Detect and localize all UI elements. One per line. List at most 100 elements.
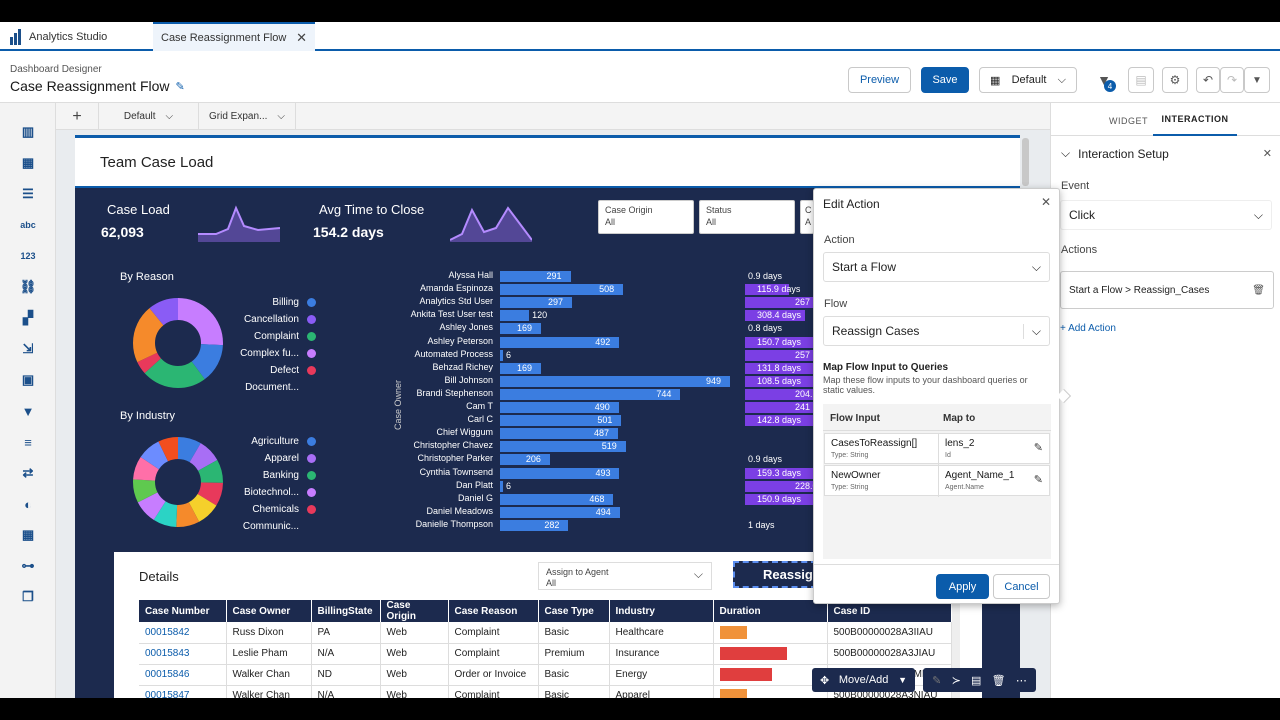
reason-donut-chart[interactable] [130, 295, 226, 391]
map-row[interactable]: NewOwner Type: String Agent_Name_1 Agent… [824, 465, 1050, 497]
duration-bar[interactable] [745, 297, 815, 309]
list-selector-icon[interactable]: ≡ [24, 434, 32, 450]
duration-bar[interactable] [745, 480, 815, 492]
interaction-setup-header[interactable]: ⌵ Interaction Setup [1061, 146, 1169, 161]
bar[interactable] [500, 506, 620, 518]
bar[interactable] [500, 415, 622, 427]
table-row[interactable]: 00015842 Russ Dixon PA Web Complaint Basic Hea… [139, 622, 952, 644]
date-icon[interactable]: ▦ [21, 527, 35, 542]
table-scrollbar[interactable] [952, 600, 960, 698]
close-icon[interactable]: ✕ [1262, 148, 1272, 160]
flow-select[interactable]: Reassign Cases ⌵ [823, 316, 1050, 346]
cancel-button[interactable]: Cancel [993, 574, 1050, 599]
filter-icon[interactable]: ▼ [21, 403, 35, 419]
close-icon[interactable]: ✕ [296, 29, 307, 45]
trash-icon[interactable]: 🗑 [1252, 284, 1265, 296]
preview-button[interactable]: Preview [848, 67, 911, 93]
apply-button[interactable]: Apply [936, 574, 989, 599]
duration-bar[interactable] [745, 375, 815, 387]
layout-tab-grid[interactable]: Grid Expan... ⌵ [199, 103, 296, 130]
bar[interactable] [500, 349, 503, 361]
bar-chart-icon[interactable]: ▥ [21, 124, 35, 139]
legend-item[interactable]: Cancellation [243, 314, 299, 325]
duration-bar[interactable] [745, 402, 815, 413]
bar[interactable] [500, 323, 541, 335]
legend-item[interactable]: Document... [245, 382, 299, 390]
column-header[interactable]: Case Number [139, 600, 227, 622]
pencil-icon[interactable]: ✎ [1033, 442, 1043, 454]
duration-bar[interactable] [745, 336, 815, 348]
bar[interactable] [500, 467, 620, 479]
legend-item[interactable]: Complex fu... [240, 348, 299, 359]
navigate-icon[interactable]: ⇲ [22, 341, 34, 356]
column-header[interactable]: Case Origin [380, 600, 449, 622]
image-icon[interactable]: ▣ [21, 372, 35, 387]
legend-item[interactable]: Banking [262, 470, 299, 481]
tab-interaction[interactable]: INTERACTION [1153, 103, 1237, 136]
duration-bar[interactable] [745, 467, 815, 479]
toggle-icon[interactable]: ◐ [24, 496, 32, 512]
bar[interactable] [500, 519, 569, 531]
save-button[interactable]: Save [921, 67, 969, 93]
column-header[interactable]: Duration [713, 600, 828, 622]
tab-widget[interactable]: WIDGET [1109, 116, 1148, 126]
more-icon[interactable]: ⋯ [1015, 674, 1027, 687]
bar[interactable] [500, 402, 619, 413]
map-row[interactable]: CasesToReassign[] Type: String lens_2 Id… [824, 433, 1050, 465]
clipboard-icon[interactable]: ▤ [971, 674, 982, 687]
legend-item[interactable]: Complaint [253, 331, 299, 342]
pencil-icon[interactable]: ✎ [175, 80, 185, 93]
table-cell[interactable]: 00015843 [139, 643, 227, 665]
legend-item[interactable]: Chemicals [252, 504, 299, 515]
bar[interactable] [500, 271, 571, 282]
redo-button[interactable]: ↷ [1220, 67, 1244, 93]
bar[interactable] [500, 362, 541, 374]
canvas-scrollbar[interactable] [1022, 138, 1029, 186]
column-header[interactable]: Case Type [538, 600, 610, 622]
column-header[interactable]: Case Owner [226, 600, 312, 622]
more-menu-button[interactable]: ▼ [1244, 67, 1270, 93]
duration-bar[interactable] [745, 310, 805, 322]
bar[interactable] [500, 454, 550, 466]
close-icon[interactable]: ✕ [1040, 195, 1051, 209]
title-widget[interactable]: Team Case Load [75, 135, 1020, 188]
clipboard-button[interactable]: ▤ [1128, 67, 1154, 93]
column-header[interactable]: Case Reason [448, 600, 539, 622]
move-add-button[interactable]: ✥ Move/Add ▼ [812, 668, 915, 692]
link-icon[interactable]: ⛓ [19, 279, 37, 294]
legend-item[interactable]: Agriculture [251, 436, 299, 447]
event-select[interactable]: Click ⌵ [1060, 200, 1272, 230]
legend-item[interactable]: Billing [272, 297, 299, 308]
column-header[interactable]: Industry [609, 600, 714, 622]
undo-button[interactable]: ↶ [1196, 67, 1220, 93]
action-item[interactable]: Start a Flow > Reassign_Cases 🗑 [1060, 271, 1274, 309]
reassign-button[interactable]: Reassign [733, 561, 817, 588]
action-select[interactable]: Start a Flow ⌵ [823, 252, 1050, 282]
pencil-icon[interactable]: ✎ [1033, 474, 1043, 486]
table-icon[interactable]: ▦ [21, 155, 35, 170]
legend-item[interactable]: Communic... [242, 521, 299, 529]
case-origin-filter[interactable]: Case Origin All [598, 200, 694, 234]
column-header[interactable]: Case ID [827, 600, 952, 622]
duration-bar[interactable] [745, 284, 789, 296]
industry-donut-chart[interactable] [130, 434, 226, 530]
add-action-link[interactable]: + Add Action [1060, 323, 1116, 334]
layers-icon[interactable]: ❐ [22, 589, 34, 604]
filter-button[interactable]: ▼ 4 [1091, 67, 1117, 93]
flow-icon[interactable]: ⇄ [22, 465, 34, 480]
pencil-icon[interactable]: ✎ [932, 674, 942, 687]
bar[interactable] [500, 310, 530, 322]
legend-item[interactable]: Biotechnol... [243, 487, 299, 498]
layout-select[interactable]: ▦ Default ⌵ [979, 67, 1077, 93]
table-cell[interactable]: 00015842 [139, 622, 227, 644]
table-row[interactable]: 00015847 Walker Chan N/A Web Complaint Basic A… [139, 685, 952, 698]
duration-bar[interactable] [745, 493, 815, 505]
container-icon[interactable]: ▞ [23, 310, 33, 325]
bar[interactable] [500, 480, 503, 492]
terminal-icon[interactable]: ≻ [951, 674, 961, 687]
duration-bar[interactable] [745, 388, 815, 400]
add-layout-button[interactable]: + [56, 103, 99, 130]
number-icon[interactable]: 123 [20, 251, 36, 261]
trash-icon[interactable]: 🗑 [991, 674, 1006, 687]
status-filter[interactable]: Status All [699, 200, 795, 234]
